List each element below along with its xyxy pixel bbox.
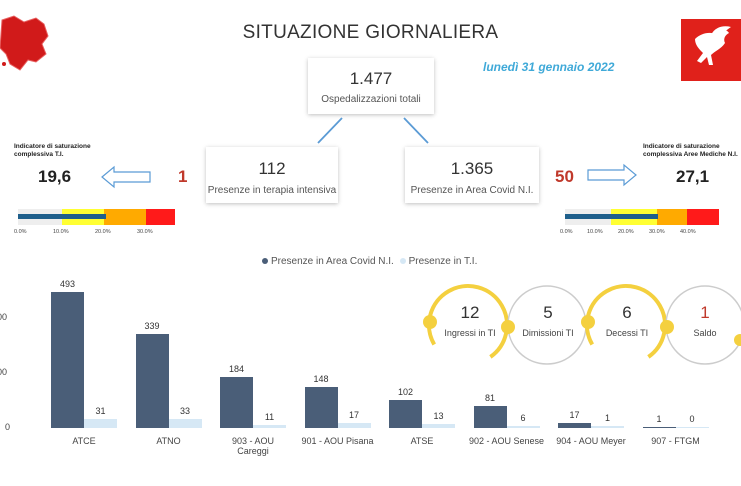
data-label-covid-area: 102 (397, 386, 414, 397)
report-date: lunedì 31 gennaio 2022 (483, 60, 615, 74)
category-label: ATCE (72, 436, 96, 446)
cycle-item-decessi: 6 Decessi TI (605, 303, 649, 338)
bar-icu (253, 424, 286, 428)
left-gauge-tick: 20.0% (95, 229, 111, 235)
right-gauge-tick: 20.0% (618, 229, 634, 235)
right-gauge-tick: 30.0% (649, 229, 665, 235)
y-tick-label: 400 (0, 311, 8, 322)
data-label-icu: 1 (604, 413, 610, 423)
category-label: ATNO (156, 436, 181, 446)
cycle-item-saldo: 1 Saldo (693, 303, 717, 338)
page-title: SITUAZIONE GIORNALIERA (242, 22, 499, 43)
data-label-covid-area: 339 (144, 321, 160, 332)
bar-icu (337, 423, 371, 428)
bar-covid-area (558, 423, 591, 428)
covid-area-card: 1.365 Presenze in Area Covid N.I. (405, 147, 539, 203)
left-gauge-tick: 0.0% (14, 229, 27, 235)
left-delta-value: 1 (178, 167, 188, 186)
total-hospitalizations-value: 1.477 (349, 69, 393, 88)
region-flag-logo (681, 19, 741, 81)
icu-presence-label: Presenze in terapia intensiva (207, 185, 337, 196)
bar-covid-area (51, 292, 84, 428)
cycle-item-dimissioni: 5 Dimissioni TI (522, 303, 574, 338)
bar-icu (675, 427, 709, 428)
category-label: 902 - AOU Senese (468, 436, 545, 446)
chart-legend: Presenze in Area Covid N.I. Presenze in … (262, 256, 477, 267)
bar-covid-area (389, 399, 422, 428)
right-arrow-icon (587, 163, 637, 187)
category-label: 904 - AOU Meyer (556, 436, 626, 446)
data-label-icu: 33 (179, 405, 190, 416)
bar-icu (506, 426, 540, 428)
bar-icu (84, 419, 117, 428)
data-label-icu: 0 (689, 414, 695, 424)
bar-covid-area (220, 377, 253, 428)
tuscany-map-logo (0, 14, 52, 74)
icu-presence-card: 112 Presenze in terapia intensiva (206, 147, 338, 203)
y-tick-label: 0 (5, 422, 11, 432)
connector-lines (317, 117, 429, 144)
right-gauge-tick: 10.0% (587, 229, 603, 235)
data-label-covid-area: 184 (228, 364, 245, 375)
icu-presence-value: 112 (258, 159, 286, 178)
covid-area-label: Presenze in Area Covid N.I. (410, 185, 534, 196)
right-gauge-tick: 0.0% (560, 229, 573, 235)
right-gauge-tick: 40.0% (680, 229, 696, 235)
data-label-covid-area: 81 (484, 392, 495, 403)
total-hospitalizations-card: 1.477 Ospedalizzazioni totali (308, 58, 434, 114)
right-saturation-gauge (565, 209, 719, 225)
left-indicator-value: 19,6 (38, 167, 72, 186)
data-label-covid-area: 1 (656, 414, 662, 424)
legend-item-covid-area: Presenze in Area Covid N.I. (262, 256, 394, 267)
data-label-icu: 31 (95, 406, 106, 417)
category-label: 903 - AOU Careggi (231, 436, 275, 456)
total-hospitalizations-label: Ospedalizzazioni totali (321, 94, 421, 105)
bar-icu (591, 426, 624, 428)
right-indicator-value: 27,1 (676, 167, 710, 186)
data-label-icu: 11 (264, 411, 275, 422)
left-saturation-gauge (18, 209, 175, 225)
data-label-covid-area: 148 (313, 374, 329, 385)
y-tick-label: 200 (0, 366, 8, 377)
cycle-diagram (423, 284, 741, 366)
left-arrow-icon (101, 165, 151, 189)
bar-covid-area (642, 427, 676, 428)
covid-area-value: 1.365 (450, 159, 494, 178)
bar-covid-area (473, 405, 507, 428)
bar-chart: 400200049331ATCE33933ATNO18411903 - AOUC… (0, 270, 741, 486)
data-label-icu: 6 (520, 413, 526, 423)
bar-icu (422, 424, 455, 428)
left-gauge-tick: 10.0% (53, 229, 69, 235)
left-gauge-fill (18, 214, 106, 219)
category-label: ATSE (410, 436, 434, 446)
right-indicator-title: Indicatore di saturazione complessiva Ar… (643, 143, 738, 158)
cycle-item-ingressi: 12 Ingressi in TI (444, 303, 496, 338)
category-label: 901 - AOU Pisana (301, 436, 374, 446)
right-delta-value: 50 (555, 167, 574, 186)
right-gauge-fill (565, 214, 658, 219)
bar-icu (168, 418, 202, 428)
legend-item-icu: Presenze in T.I. (399, 256, 477, 267)
data-label-covid-area: 493 (59, 279, 76, 289)
category-label: 907 - FTGM (651, 436, 700, 446)
left-gauge-tick: 30.0% (137, 229, 153, 235)
left-indicator-title: Indicatore di saturazione complessiva T.… (14, 143, 91, 158)
data-label-icu: 13 (433, 411, 444, 422)
bar-covid-area (304, 387, 338, 428)
data-label-icu: 17 (348, 410, 359, 421)
bar-covid-area (135, 334, 169, 428)
data-label-covid-area: 17 (569, 410, 580, 421)
